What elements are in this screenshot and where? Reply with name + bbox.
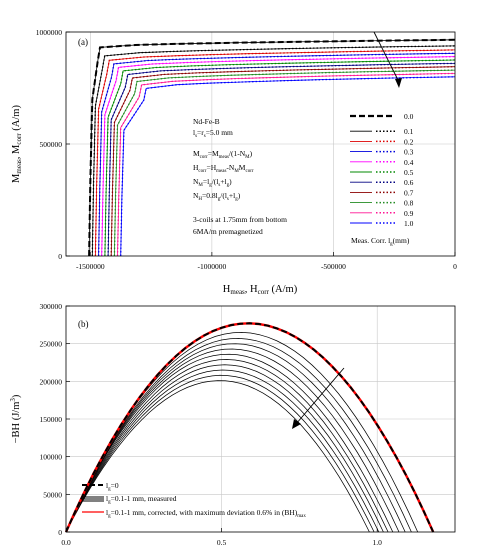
annotation-premag: 6MA/m premagnetized xyxy=(193,227,263,236)
curve-b-measured-0.2 xyxy=(65,338,412,533)
legend-a-header: 0.0 xyxy=(404,112,414,121)
panel-b-ylabel: −BH (J/m3) xyxy=(9,394,22,443)
panel-a-xlabel: Hmeas, Hcorr (A/m) xyxy=(223,284,298,296)
annotation-nm: NM=lg/(ls+lg) xyxy=(193,177,232,188)
x-tick-label: 1.0 xyxy=(373,538,383,547)
curve-a-corrected-0.0 xyxy=(88,38,456,257)
legend-lg0: lg=0 xyxy=(106,481,119,492)
panel-b-grid xyxy=(66,306,455,532)
curve-b-measured-1.0 xyxy=(65,380,370,533)
panel-a-series xyxy=(88,38,456,257)
y-tick-label: 1000000 xyxy=(36,28,63,37)
curve-b-measured-0.8 xyxy=(65,369,380,533)
curve-a-corrected-0.2 xyxy=(94,49,456,257)
curve-b-measured-0.6 xyxy=(65,359,389,533)
legend-a-label-0.4: 0.4 xyxy=(404,158,414,167)
legend-a-label-0.7: 0.7 xyxy=(404,188,414,197)
panel-a-ticks: -1500000 -1000000 -500000 0 0 500000 1000000 xyxy=(36,28,457,271)
annotation-mcorr: Mcorr=Mmeas/(1-NM) xyxy=(193,149,253,160)
curve-a-0.8 xyxy=(114,69,456,257)
legend-a-label-0.8: 0.8 xyxy=(404,199,414,208)
panel-b-ticks: 0.0 0.5 1.0 0 50000 100000 150000 200000 250000 3… xyxy=(40,302,383,547)
legend-measured: lg=0.1-1 mm, measured xyxy=(106,494,177,505)
y-tick-label: 50000 xyxy=(43,490,62,499)
curve-b-measured-0.9 xyxy=(65,374,375,533)
curve-a-corrected-0.4 xyxy=(101,55,456,257)
curve-a-corrected-0.3 xyxy=(97,52,456,257)
panel-b-series xyxy=(64,322,435,533)
curve-a-0.7 xyxy=(110,66,456,257)
x-tick-label: 0.0 xyxy=(61,538,71,547)
panel-a: -1500000 -1000000 -500000 0 0 500000 1000000 (… xyxy=(11,28,457,296)
x-tick-label: -500000 xyxy=(321,262,346,271)
annotation-nh: NH=0.8lg/(ls+lg) xyxy=(193,191,241,202)
curve-a-corrected-1.0 xyxy=(120,76,456,257)
annotation-coils: 3-coils at 1.75mm from bottom xyxy=(193,215,287,224)
annotation-hcorr: Hcorr=Hmeas-NMMcorr xyxy=(193,163,254,174)
y-tick-label: 200000 xyxy=(40,377,63,386)
legend-a-label-1.0: 1.0 xyxy=(404,219,414,228)
panel-b-label: (b) xyxy=(78,319,89,329)
x-tick-label: 0.5 xyxy=(217,538,227,547)
legend-corrected: lg=0.1-1 mm, corrected, with maximum dev… xyxy=(106,508,306,519)
y-tick-label: 0 xyxy=(58,252,62,261)
y-tick-label: 100000 xyxy=(40,453,63,462)
curve-a-corrected-0.6 xyxy=(107,62,456,257)
y-tick-label: 150000 xyxy=(40,415,63,424)
panel-a-legend: 0.0 0.10.2 0.30.40.50.60.7 0.80.91.0 xyxy=(350,112,414,228)
curve-b-lg0 xyxy=(65,322,435,533)
panel-a-legend-title: Meas. Corr. lg(mm) xyxy=(351,236,410,247)
legend-a-label-0.9: 0.9 xyxy=(404,209,414,218)
panel-a-label: (a) xyxy=(78,37,88,47)
legend-a-label-0.2: 0.2 xyxy=(404,137,414,146)
x-tick-label: 0 xyxy=(453,262,457,271)
y-tick-label: 300000 xyxy=(40,302,63,311)
x-tick-label: -1500000 xyxy=(76,262,105,271)
panel-a-arrow xyxy=(373,31,402,88)
legend-a-label-0.3: 0.3 xyxy=(404,148,414,157)
curve-b-measured-0.7 xyxy=(65,364,384,533)
curve-b-measured-0.3 xyxy=(65,343,406,533)
panel-a-annotations: Nd-Fe-B ls=rs=5.0 mm Mcorr=Mmeas/(1-NM) … xyxy=(193,117,287,236)
panel-b-legend: lg=0 lg=0.1-1 mm, measured lg=0.1-1 mm, … xyxy=(82,481,306,519)
panel-b-arrow xyxy=(292,367,345,429)
legend-a-label-0.6: 0.6 xyxy=(404,178,414,187)
y-tick-label: 0 xyxy=(58,528,62,537)
panel-b: 0.0 0.5 1.0 0 50000 100000 150000 200000 250000 3… xyxy=(9,302,456,547)
legend-a-label-0.5: 0.5 xyxy=(404,168,414,177)
y-tick-label: 500000 xyxy=(40,140,63,149)
panel-a-ylabel: Mmeas, Mcorr (A/m) xyxy=(11,105,23,183)
curve-b-measured-0.4 xyxy=(65,348,400,533)
curve-a-corrected-0.9 xyxy=(116,72,456,257)
x-tick-label: -1000000 xyxy=(198,262,227,271)
legend-a-label-0.1: 0.1 xyxy=(404,127,414,136)
curve-b-measured-0.5 xyxy=(65,353,394,533)
annotation-material: Nd-Fe-B xyxy=(193,117,220,126)
curve-a-corrected-0.5 xyxy=(104,59,456,257)
annotation-sample-size: ls=rs=5.0 mm xyxy=(193,128,233,139)
curve-a-corrected-0.1 xyxy=(91,45,456,257)
y-tick-label: 250000 xyxy=(40,340,63,349)
